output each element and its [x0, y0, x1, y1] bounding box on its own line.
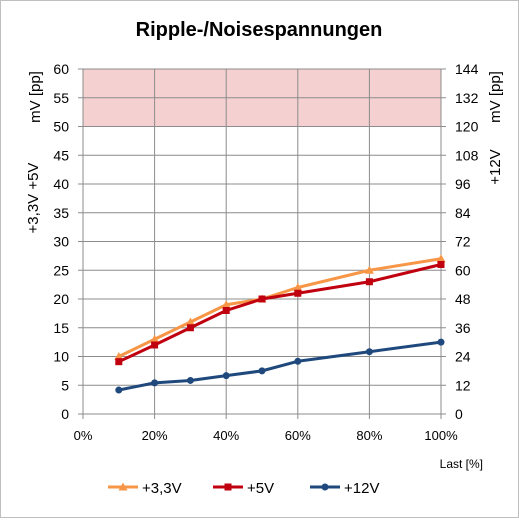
y-right-tick-label: 60 — [455, 262, 471, 278]
x-tick-label: 0% — [74, 428, 93, 443]
y-right-tick-label: 120 — [455, 119, 479, 135]
y-right-tick-label: 12 — [455, 377, 471, 393]
data-point-12v — [151, 379, 159, 387]
data-point-12v — [258, 367, 266, 375]
legend-marker-3-3v — [118, 482, 128, 491]
data-point-12v — [115, 386, 123, 394]
x-tick-label: 80% — [356, 428, 382, 443]
chart-title: Ripple-/Noisespannungen — [136, 19, 383, 41]
y-left-tick-label: 25 — [53, 262, 69, 278]
y-left-tick-label: 10 — [53, 349, 69, 365]
y-left-tick-label: 15 — [53, 320, 69, 336]
y-right-tick-label: 72 — [455, 234, 471, 250]
y-right-tick-label: 108 — [455, 147, 479, 163]
y-left-tick-label: 5 — [61, 377, 69, 393]
label-layer: 0 5 10 15 20 25 30 35 40 45 50 55 60 0 12 24 36 48 60 72 84 9… — [25, 61, 504, 471]
data-point-5v — [151, 341, 159, 349]
data-point-3-3v — [150, 334, 160, 343]
y-left-axis-title-series: +3,3V +5V — [25, 163, 42, 234]
data-point-12v — [437, 338, 445, 346]
legend-label-5v: +5V — [247, 480, 274, 497]
y-right-tick-label: 48 — [455, 291, 471, 307]
y-right-tick-label: 24 — [455, 349, 471, 365]
data-point-3-3v — [293, 283, 303, 291]
legend-label-12v: +12V — [344, 480, 379, 497]
y-left-tick-label: 60 — [53, 61, 69, 77]
x-tick-label: 20% — [142, 428, 168, 443]
y-left-tick-label: 20 — [53, 291, 69, 307]
data-point-3-3v — [364, 265, 374, 274]
y-left-tick-label: 30 — [53, 234, 69, 250]
data-point-3-3v — [185, 317, 195, 326]
y-left-tick-label: 45 — [53, 147, 69, 163]
series-line-3-3v — [118, 257, 442, 358]
y-right-tick-label: 84 — [455, 205, 471, 221]
y-left-tick-label: 55 — [53, 90, 69, 106]
x-axis-title: Last [%] — [440, 457, 483, 471]
plot-area-border — [82, 68, 442, 415]
y-right-tick-label: 144 — [455, 61, 479, 77]
legend-label-3-3v: +3,3V — [142, 480, 182, 497]
data-point-3-3v — [114, 352, 124, 360]
y-right-tick-label: 0 — [455, 406, 463, 422]
series-line-5v — [118, 263, 442, 364]
data-point-5v — [437, 261, 445, 268]
grid-layer — [82, 68, 442, 415]
y-left-axis-title-unit: mV [pp] — [27, 71, 44, 123]
data-point-5v — [222, 307, 230, 314]
legend-marker-12v — [321, 483, 329, 491]
data-point-5v — [294, 289, 302, 297]
x-tick-label: 60% — [285, 428, 311, 443]
data-point-5v — [258, 295, 266, 303]
y-right-tick-label: 36 — [455, 320, 471, 336]
y-left-tick-label: 40 — [53, 176, 69, 192]
y-right-axis-title-series: +12V — [487, 149, 504, 184]
y-right-axis-title-unit: mV [pp] — [487, 71, 504, 123]
data-point-3-3v — [221, 300, 231, 309]
data-point-12v — [186, 376, 194, 384]
series-line-12v — [118, 340, 442, 392]
legend-marker-5v — [224, 483, 232, 491]
data-point-5v — [115, 358, 123, 366]
data-point-12v — [365, 348, 373, 356]
data-point-12v — [222, 372, 230, 380]
y-left-tick-label: 50 — [53, 119, 69, 135]
x-tick-label: 40% — [213, 428, 239, 443]
y-left-tick-label: 35 — [53, 205, 69, 221]
axis-layer — [78, 68, 446, 419]
data-point-5v — [186, 324, 194, 332]
legend: +3,3V +5V +12V — [108, 480, 379, 497]
y-right-tick-label: 132 — [455, 90, 479, 106]
series-layer — [114, 254, 446, 394]
x-tick-label: 100% — [424, 428, 458, 443]
data-point-12v — [294, 357, 302, 365]
y-left-tick-label: 0 — [61, 406, 69, 422]
data-point-3-3v — [436, 254, 446, 263]
y-right-tick-label: 96 — [455, 176, 471, 192]
data-point-5v — [365, 278, 373, 286]
